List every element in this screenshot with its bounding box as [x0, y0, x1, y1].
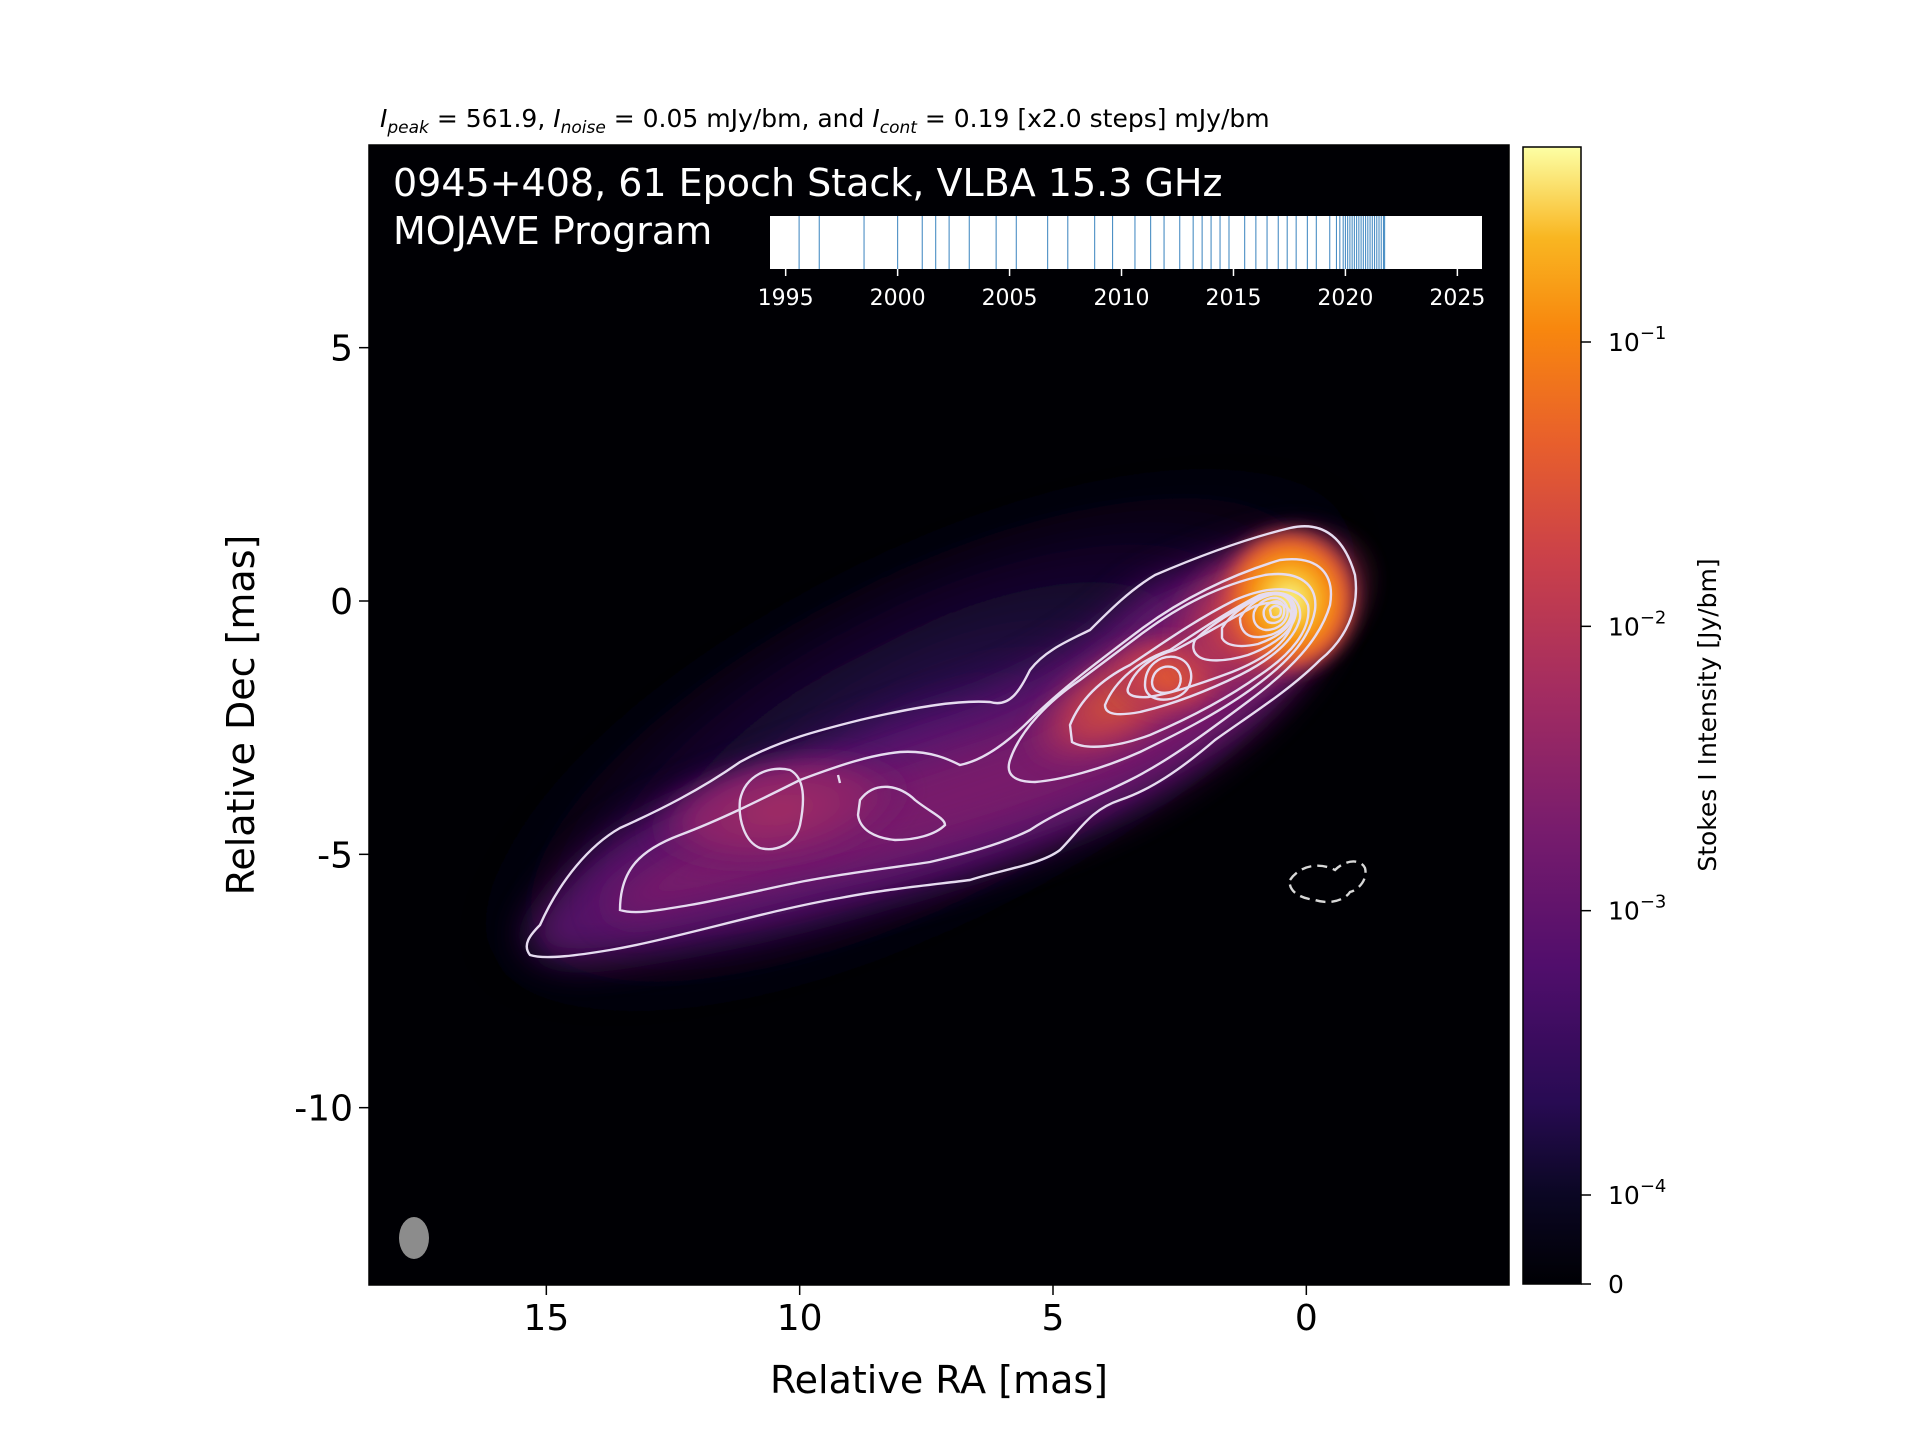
x-tick-label: 0 — [1295, 1298, 1318, 1339]
x-axis-label: Relative RA [mas] — [770, 1358, 1108, 1402]
timeline-tick-label: 2025 — [1429, 286, 1485, 311]
contour-knot-b — [1150, 665, 1182, 694]
beam-ellipse — [399, 1217, 429, 1259]
contour-4 — [1068, 588, 1310, 748]
contour-12 — [1268, 604, 1283, 619]
contour-10 — [1252, 596, 1289, 632]
timeline-tick-label: 2015 — [1205, 286, 1261, 311]
contour-knot-a — [1143, 655, 1193, 701]
y-tick-label: 5 — [330, 329, 353, 370]
colorbar-tick-label: 10−3 — [1608, 892, 1666, 926]
y-axis-label: Relative Dec [mas] — [219, 535, 263, 896]
contour-3 — [1007, 572, 1317, 784]
overlay-title: 0945+408, 61 Epoch Stack, VLBA 15.3 GHz — [393, 161, 1222, 205]
x-tick-label: 5 — [1042, 1298, 1065, 1339]
contour-2 — [618, 558, 1333, 914]
colorbar-tick-label: 10−4 — [1608, 1176, 1666, 1210]
y-tick-label: -5 — [317, 835, 353, 876]
image-panel: 0945+408, 61 Epoch Stack, VLBA 15.3 GHz … — [368, 144, 1510, 1286]
y-tick-label: -10 — [294, 1089, 353, 1130]
contour-blob-left — [738, 767, 805, 851]
timeline-tick-label: 2010 — [1094, 286, 1150, 311]
timeline-tick-label: 2000 — [870, 286, 926, 311]
timeline-box — [770, 216, 1482, 269]
timeline-tick-label: 2020 — [1317, 286, 1373, 311]
x-tick-label: 10 — [777, 1298, 823, 1339]
contour-blob-mid — [856, 785, 947, 842]
overlay-program: MOJAVE Program — [393, 209, 712, 253]
colorbar-tick-label: 0 — [1608, 1270, 1624, 1299]
colorbar-frame — [1522, 146, 1582, 1285]
contours — [525, 525, 1367, 959]
colorbar-tick-label: 10−2 — [1608, 607, 1666, 641]
timeline-ticks: 1995 2000 2005 2010 2015 2020 2025 — [758, 269, 1485, 311]
colorbar-label: Stokes I Intensity [Jy/bm] — [1693, 558, 1722, 871]
y-axis: 5 0 -5 -10 — [294, 329, 369, 1130]
timeline-tick-label: 1995 — [758, 286, 814, 311]
epoch-lines — [798, 216, 1386, 269]
x-axis: 15 10 5 0 — [523, 1285, 1318, 1339]
contour-5 — [1103, 591, 1302, 716]
plot-frame — [368, 144, 1510, 1286]
colorbar-ticks: 10−1 10−2 10−3 10−4 0 — [1581, 323, 1666, 1299]
contour-9 — [1238, 592, 1293, 639]
contour-speck — [836, 774, 842, 784]
x-tick-label: 15 — [523, 1298, 569, 1339]
header-stats: Ipeak = 561.9, Inoise = 0.05 mJy/bm, and… — [380, 104, 1270, 138]
colorbar-tick-label: 10−1 — [1608, 323, 1666, 357]
contour-8 — [1220, 591, 1296, 648]
contour-negative — [1288, 860, 1367, 904]
jet-emission — [412, 424, 1428, 1056]
colorbar: 10−1 10−2 10−3 10−4 0 Stokes I Intensity [Jy… — [1522, 146, 1722, 1299]
colorbar-gradient — [1523, 147, 1581, 1284]
timeline-tick-label: 2005 — [982, 286, 1038, 311]
epoch-timeline: 1995 2000 2005 2010 2015 2020 2025 — [758, 216, 1485, 311]
y-tick-label: 0 — [330, 582, 353, 623]
contour-1 — [525, 525, 1358, 959]
contour-11 — [1262, 600, 1286, 625]
